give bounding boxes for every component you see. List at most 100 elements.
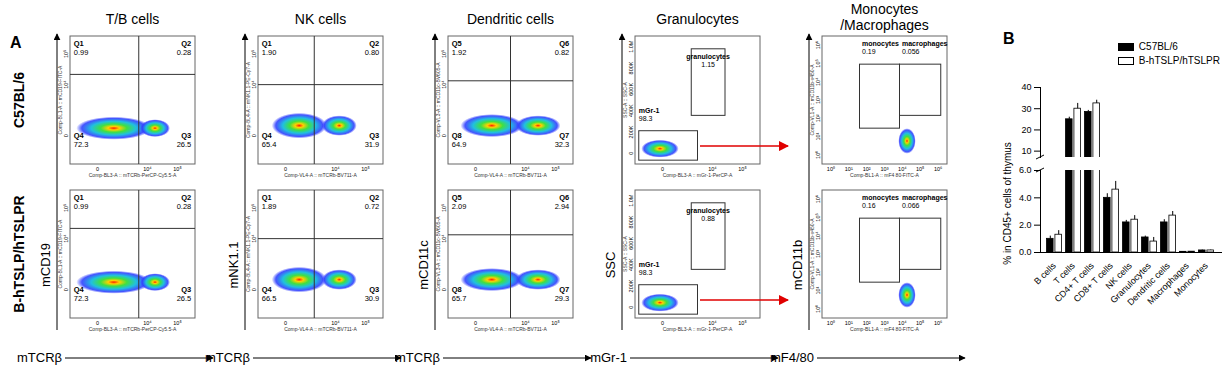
- svg-text:30.9: 30.9: [365, 294, 380, 303]
- svg-text:Comp-BL3-A :: mGr-1-PerCP-A: Comp-BL3-A :: mGr-1-PerCP-A: [663, 172, 733, 178]
- svg-text:0.066: 0.066: [902, 202, 920, 209]
- svg-text:10⁵: 10⁵: [361, 320, 369, 326]
- svg-text:Comp-VL4-A :: mTCRb-BV711-A: Comp-VL4-A :: mTCRb-BV711-A: [474, 172, 547, 178]
- svg-text:Comp-BL4-A :: mNK1.1-PE-Cy7-A: Comp-BL4-A :: mNK1.1-PE-Cy7-A: [245, 61, 251, 138]
- svg-text:0: 0: [251, 288, 257, 291]
- svg-text:10⁰: 10⁰: [815, 151, 821, 159]
- svg-text:Comp-BL3-A :: mTCRb-PerCP-Cy5.: Comp-BL3-A :: mTCRb-PerCP-Cy5.5-A: [89, 172, 177, 178]
- svg-text:Comp-VL3-A :: mCD11c-BV605-A: Comp-VL3-A :: mCD11c-BV605-A: [435, 62, 441, 138]
- svg-text:400K: 400K: [628, 104, 634, 117]
- svg-text:10⁵: 10⁵: [63, 204, 69, 212]
- svg-text:10⁵: 10⁵: [551, 166, 559, 172]
- svg-text:SSC-A :: SSC-A: SSC-A :: SSC-A: [622, 81, 628, 118]
- svg-text:0.0: 0.0: [1019, 247, 1032, 257]
- svg-text:0.99: 0.99: [74, 202, 89, 211]
- svg-text:mGr-1: mGr-1: [639, 107, 660, 114]
- svg-text:10⁶: 10⁶: [934, 166, 942, 172]
- svg-text:40: 40: [1021, 82, 1031, 92]
- svg-text:10⁵: 10⁵: [361, 166, 369, 172]
- svg-text:800K: 800K: [628, 61, 634, 74]
- svg-text:Q7: Q7: [559, 131, 569, 140]
- svg-text:66.5: 66.5: [262, 294, 277, 303]
- svg-text:SSC: SSC: [603, 252, 618, 279]
- svg-text:T/B cells: T/B cells: [106, 11, 160, 27]
- svg-text:monocytes: monocytes: [862, 40, 899, 48]
- svg-text:10⁶: 10⁶: [815, 195, 821, 203]
- svg-text:0: 0: [63, 288, 69, 291]
- svg-text:0: 0: [251, 134, 257, 137]
- svg-text:A: A: [10, 34, 22, 51]
- svg-text:10²: 10²: [815, 268, 821, 276]
- svg-text:0.72: 0.72: [365, 202, 380, 211]
- svg-text:6.0: 6.0: [1019, 165, 1032, 175]
- svg-text:10⁴: 10⁴: [815, 77, 821, 86]
- svg-text:mF4/80: mF4/80: [770, 350, 814, 365]
- svg-text:32.3: 32.3: [555, 140, 570, 149]
- svg-text:20: 20: [1021, 125, 1031, 135]
- svg-text:10⁵: 10⁵: [63, 50, 69, 58]
- svg-text:Q3: Q3: [181, 131, 191, 140]
- svg-text:1.0M: 1.0M: [628, 194, 634, 207]
- svg-text:0: 0: [441, 134, 447, 137]
- svg-text:10⁴: 10⁴: [251, 234, 257, 243]
- svg-text:800K: 800K: [628, 215, 634, 228]
- svg-text:granulocytes: granulocytes: [686, 207, 730, 215]
- svg-text:mTCRβ: mTCRβ: [205, 350, 250, 365]
- svg-text:Comp-VL4-A :: mTCRb-BV711-A: Comp-VL4-A :: mTCRb-BV711-A: [284, 172, 357, 178]
- svg-text:Q6: Q6: [559, 39, 569, 48]
- svg-text:10⁵: 10⁵: [738, 166, 746, 172]
- svg-text:10²: 10²: [815, 114, 821, 122]
- svg-text:Monocytes: Monocytes: [851, 1, 919, 17]
- svg-text:10⁵: 10⁵: [815, 59, 821, 67]
- svg-text:Q6: Q6: [559, 193, 569, 202]
- svg-text:Comp-BL1-A :: mF4 80-FITC-A: Comp-BL1-A :: mF4 80-FITC-A: [850, 172, 920, 178]
- svg-text:1.90: 1.90: [262, 48, 277, 57]
- svg-text:10⁵: 10⁵: [441, 50, 447, 58]
- svg-text:Q1: Q1: [262, 39, 272, 48]
- svg-text:Comp-VL1-A :: mCD11b-v450-A: Comp-VL1-A :: mCD11b-v450-A: [809, 64, 815, 136]
- svg-text:10⁵: 10⁵: [251, 50, 257, 58]
- svg-text:4.0: 4.0: [1019, 193, 1032, 203]
- svg-text:26.5: 26.5: [177, 140, 192, 149]
- svg-text:200K: 200K: [628, 125, 634, 138]
- svg-text:B-hTSLP/hTSLPR: B-hTSLP/hTSLPR: [11, 195, 27, 312]
- svg-text:Q7: Q7: [559, 285, 569, 294]
- svg-text:10⁴: 10⁴: [441, 234, 447, 243]
- svg-text:Q1: Q1: [74, 193, 84, 202]
- svg-text:10⁴: 10⁴: [63, 234, 69, 243]
- svg-text:10⁵: 10⁵: [551, 320, 559, 326]
- svg-text:Q3: Q3: [181, 285, 191, 294]
- svg-text:Comp-VL1-A :: mCD11b-v450-A: Comp-VL1-A :: mCD11b-v450-A: [809, 218, 815, 290]
- svg-text:1.89: 1.89: [262, 202, 277, 211]
- svg-text:10³: 10³: [815, 96, 821, 104]
- svg-text:65.4: 65.4: [262, 140, 277, 149]
- svg-text:0.19: 0.19: [862, 48, 876, 55]
- svg-text:Q5: Q5: [452, 39, 462, 48]
- svg-text:macrophages: macrophages: [902, 194, 948, 202]
- svg-text:10⁰: 10⁰: [827, 320, 835, 326]
- svg-text:10⁵: 10⁵: [738, 320, 746, 326]
- svg-text:0.16: 0.16: [862, 202, 876, 209]
- svg-text:Comp-BL3-A :: mTCRb-PerCP-Cy5.: Comp-BL3-A :: mTCRb-PerCP-Cy5.5-A: [89, 326, 177, 332]
- svg-text:Comp-VL4-A :: mTCRb-BV711-A: Comp-VL4-A :: mTCRb-BV711-A: [284, 326, 357, 332]
- svg-text:Comp-BL4-A :: mNK1.1-PE-Cy7-A: Comp-BL4-A :: mNK1.1-PE-Cy7-A: [245, 215, 251, 292]
- svg-text:29.3: 29.3: [555, 294, 570, 303]
- svg-text:10⁴: 10⁴: [441, 80, 447, 89]
- svg-text:1.0M: 1.0M: [628, 40, 634, 53]
- svg-text:Q4: Q4: [74, 285, 85, 294]
- svg-text:mNK1.1: mNK1.1: [226, 242, 241, 289]
- svg-text:0: 0: [63, 134, 69, 137]
- svg-text:10⁴: 10⁴: [63, 80, 69, 89]
- svg-text:Q4: Q4: [262, 131, 273, 140]
- svg-text:Q2: Q2: [181, 39, 191, 48]
- svg-text:Q3: Q3: [369, 285, 379, 294]
- svg-text:Q4: Q4: [262, 285, 273, 294]
- svg-text:NK cells: NK cells: [295, 11, 346, 27]
- svg-text:0.80: 0.80: [365, 48, 380, 57]
- svg-text:10¹: 10¹: [815, 132, 821, 140]
- svg-text:10⁵: 10⁵: [815, 213, 821, 221]
- svg-text:10⁰: 10⁰: [815, 305, 821, 313]
- svg-text:Comp-BL3-A :: mGr-1-PerCP-A: Comp-BL3-A :: mGr-1-PerCP-A: [663, 326, 733, 332]
- svg-text:mCD11b: mCD11b: [790, 240, 805, 290]
- svg-text:10⁰: 10⁰: [827, 166, 835, 172]
